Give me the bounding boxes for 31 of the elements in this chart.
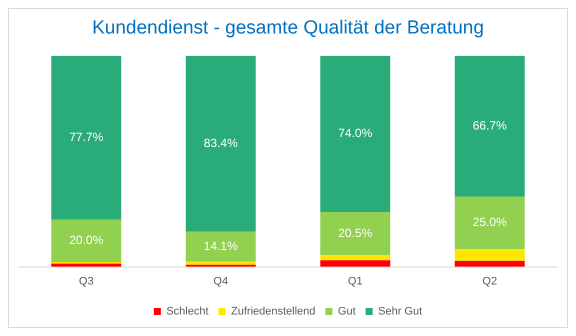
data-label: 25.0% [472,215,508,230]
bar [454,56,525,197]
bar [51,220,122,262]
data-label: 77.7% [69,130,104,144]
bar [51,264,122,267]
data-label: 74.0% [338,126,373,140]
legend-label: Schlecht [166,306,209,318]
data-label: 66.7% [472,118,508,132]
data-label: 20.0% [69,233,104,248]
legend-label: Zufriedenstellend [231,306,316,318]
bar [51,56,122,220]
bar [454,260,525,267]
bar [186,262,256,265]
chart-title: Kundendienst - gesamte Qualität der Beratung [92,18,484,39]
bar [454,196,525,250]
data-label: 83.4% [204,136,238,150]
bar [320,212,390,256]
bar [186,56,256,232]
legend-label: Sehr Gut [378,306,422,318]
x-tick-label: Q4 [213,275,228,288]
data-label: 20.5% [338,226,373,240]
x-tick-label: Q3 [78,275,94,288]
x-tick-label: Q1 [348,275,363,288]
x-tick-label: Q2 [482,275,498,288]
bar [454,249,525,261]
bar [320,260,390,267]
data-label: 14.1% [204,238,238,253]
bar [320,56,390,212]
legend-label: Gut [338,306,356,318]
bar [186,232,256,262]
bar [320,255,390,260]
